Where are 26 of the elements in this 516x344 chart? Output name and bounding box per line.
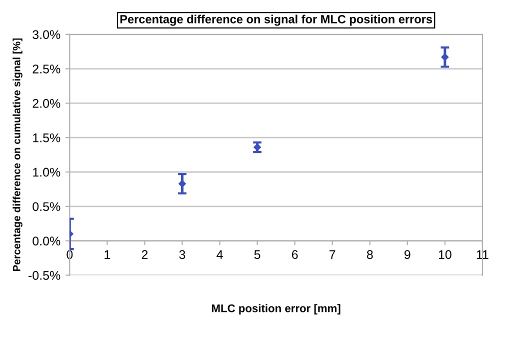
y-tick-label: 1.0% bbox=[33, 168, 60, 177]
y-tick-label: 0.0% bbox=[32, 236, 60, 246]
x-tick-label: 4 bbox=[216, 250, 223, 259]
x-tick-label: 1 bbox=[104, 250, 110, 259]
y-tick-label: 0.5% bbox=[32, 202, 60, 212]
y-tick-label: 2.0% bbox=[32, 99, 60, 108]
y-tick-label: 2.5% bbox=[32, 64, 60, 74]
y-tick-label: -0.5% bbox=[28, 271, 60, 280]
y-tick-label: 1.5% bbox=[33, 133, 60, 142]
x-tick-label: 5 bbox=[254, 250, 260, 260]
x-tick-label: 8 bbox=[366, 250, 373, 260]
x-tick-label: 7 bbox=[330, 250, 336, 259]
x-tick-label: 2 bbox=[142, 250, 148, 259]
point bbox=[441, 53, 449, 61]
x-tick-label: 6 bbox=[292, 250, 298, 260]
point bbox=[178, 180, 186, 188]
y-tick-label: 3.0% bbox=[32, 30, 60, 40]
chart-title: Percentage difference on signal for MLC position errors bbox=[120, 14, 432, 26]
x-tick-label: 0 bbox=[66, 250, 73, 260]
x-axis-title: MLC position error [mm] bbox=[212, 304, 340, 314]
x-tick-label: 10 bbox=[438, 250, 452, 260]
x-tick-label: 9 bbox=[404, 250, 410, 260]
x-tick-label: 3 bbox=[179, 250, 186, 260]
point bbox=[254, 144, 261, 151]
y-axis-title: Percentage difference on cumulative signal [%] bbox=[12, 38, 22, 272]
x-tick-label: 11 bbox=[476, 250, 488, 259]
